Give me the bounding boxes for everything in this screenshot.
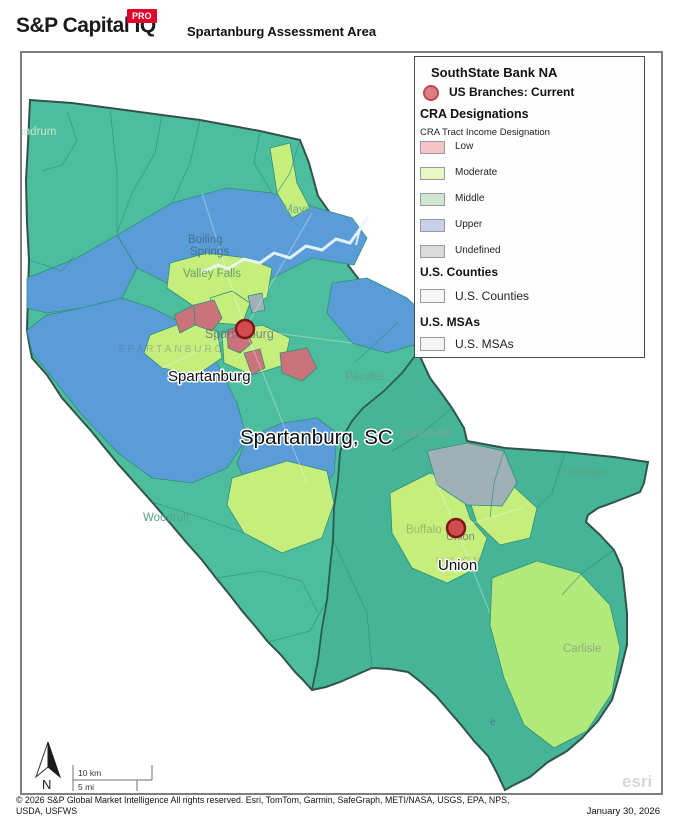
city-label-spartanburg: Spartanburg [168,368,251,385]
tract-undefined [247,292,266,314]
water-features [199,216,370,275]
tract-low [173,304,196,334]
copyright-line2: USDA, USFWS [16,805,78,816]
page-title: Spartanburg Assessment Area [187,24,377,39]
branch-dot-icon [423,85,439,101]
low-income-tracts [173,299,318,382]
tract-low [279,347,318,382]
legend-label-middle: Middle [455,193,485,204]
msa-label-spartanburg-sc: Spartanburg, SC [240,426,393,449]
town-label-pacolet: Pacolet [345,371,384,383]
town-label-mayo: Mayo [283,204,311,216]
copyright-text: © 2026 S&P Global Market Intelligence Al… [16,795,616,816]
swatch-middle [420,193,445,206]
city-label-union: Union [438,557,477,574]
town-label-buffalo: Buffalo [406,524,442,536]
town-label-valley-falls: Valley Falls [183,268,241,280]
county-watermark-union: UNION [436,556,483,567]
town-label-carlisle: Carlisle [563,643,601,655]
report-date: January 30, 2026 [586,806,660,817]
union-county-tint [312,352,648,790]
swatch-upper [420,219,445,232]
swatch-moderate [420,167,445,180]
swatch-counties [420,289,445,303]
map-frame: SPARTANBURG UNION Spartanburg Union Land… [20,51,663,795]
brand-logo: S&P Capital IQ [16,14,156,37]
legend-branches-label: US Branches: Current [449,85,575,99]
tract-low [243,348,266,376]
north-arrow-icon: N [34,741,62,792]
scale-km-label: 10 km [78,768,101,778]
legend-label-moderate: Moderate [455,167,498,178]
town-label-woodruff: Woodruff [143,512,190,524]
tract-undefined [426,442,518,507]
scale-mi-label: 5 mi [78,782,94,792]
legend-bank-name: SouthState Bank NA [431,65,558,80]
town-label-lockhart: Lockhart [563,467,608,479]
basemap-roads [161,192,523,614]
legend-counties-header: U.S. Counties [420,265,499,279]
branch-marker-spartanburg[interactable] [234,318,256,340]
county-watermark-spartanburg: SPARTANBURG [118,344,225,355]
town-label-jonesville: Jonesville [402,428,453,440]
legend-label-low: Low [455,141,474,152]
legend-msas-header: U.S. MSAs [420,315,481,329]
tract-moderate [166,252,273,309]
tract-boundaries [28,107,615,669]
legend-msas-label: U.S. MSAs [455,337,514,351]
north-label: N [42,777,51,792]
swatch-low [420,141,445,154]
town-label-boiling-springs: Boiling [188,234,223,246]
swatch-msas [420,337,445,351]
legend-label-undefined: Undefined [455,245,501,256]
esri-watermark: esri [622,772,652,791]
branch-marker-union[interactable] [445,517,467,539]
swatch-undefined [420,245,445,258]
copyright-line1: © 2026 S&P Global Market Intelligence Al… [16,795,510,805]
pro-badge: PRO [127,9,157,23]
town-label-boiling-springs-2: Springs [190,246,229,258]
tract-moderate-carlisle [489,560,621,749]
county-boundary-line [311,351,419,691]
map-legend: SouthState Bank NA US Branches: Current … [414,56,645,358]
town-label-partial: e [490,717,496,728]
legend-counties-label: U.S. Counties [455,289,530,303]
river-branch [355,228,361,246]
lake-squiggle [199,216,370,275]
map-canvas[interactable]: SPARTANBURG UNION Spartanburg Union Land… [22,53,661,793]
town-label-landrum: Landrum [22,126,56,138]
scale-bar: 10 km 5 mi [72,765,153,792]
branch-markers [234,318,467,539]
legend-tract-income-title: CRA Tract Income Designation [420,127,550,138]
legend-cra-title: CRA Designations [420,107,529,121]
legend-label-upper: Upper [455,219,483,230]
tract-moderate [226,460,335,554]
